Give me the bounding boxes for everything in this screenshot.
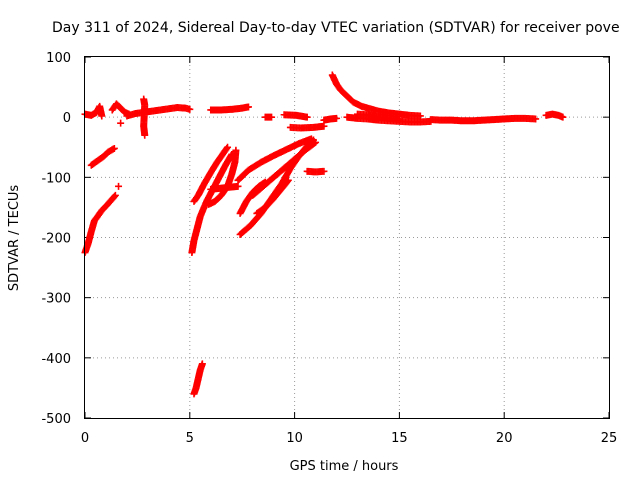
data-point: [284, 176, 292, 184]
data-point: [310, 139, 318, 147]
data-segment: [115, 182, 123, 190]
data-point: [232, 146, 240, 154]
data-point: [559, 113, 567, 121]
y-axis-ticks: 100 0 -100 -200 -300 -400 -500: [41, 51, 609, 427]
data-segment: [207, 103, 252, 114]
y-tick-label: -100: [41, 171, 71, 186]
x-axis-label: GPS time / hours: [290, 459, 399, 474]
data-points: [81, 71, 567, 398]
plot-frame: [84, 56, 610, 419]
chart-title: Day 311 of 2024, Sidereal Day-to-day VTE…: [52, 20, 620, 36]
data-segment: [188, 150, 236, 257]
data-point: [186, 105, 194, 113]
data-segment: [81, 102, 106, 120]
data-segment: [87, 144, 118, 169]
data-point: [110, 144, 118, 152]
data-point: [283, 177, 291, 185]
y-tick-label: -300: [41, 292, 71, 307]
x-tick-label: 0: [81, 431, 89, 446]
data-point: [111, 191, 119, 199]
data-segment: [207, 182, 242, 193]
data-segment: [140, 95, 149, 139]
data-point: [234, 182, 242, 190]
data-segment: [81, 191, 119, 257]
data-segment: [117, 119, 125, 127]
data-segment: [286, 122, 328, 132]
data-point: [117, 119, 125, 127]
data-segment: [343, 113, 435, 126]
data-segment: [303, 167, 328, 176]
data-point: [111, 192, 119, 200]
data-point: [532, 115, 540, 123]
data-point: [98, 112, 106, 120]
data-point: [223, 144, 231, 152]
data-point: [198, 360, 206, 368]
data-point: [320, 167, 328, 175]
data-segment: [190, 360, 206, 398]
data-segment: [328, 71, 424, 120]
data-segment: [542, 110, 567, 121]
data-segment: [353, 110, 403, 124]
data-point: [303, 113, 311, 121]
data-segment: [261, 113, 276, 121]
data-segment: [320, 114, 341, 124]
data-point: [312, 138, 320, 146]
data-point: [115, 182, 123, 190]
y-tick-label: -200: [41, 232, 71, 247]
data-point: [333, 114, 341, 122]
x-tick-label: 5: [186, 431, 194, 446]
data-segment: [234, 135, 315, 184]
x-tick-label: 10: [286, 431, 303, 446]
data-segment: [123, 104, 194, 120]
data-point: [268, 113, 276, 121]
data-segment: [427, 114, 540, 125]
data-point: [395, 116, 403, 124]
data-segment: [190, 143, 232, 205]
data-point: [224, 143, 232, 151]
y-tick-label: 100: [46, 51, 71, 66]
x-tick-label: 20: [496, 431, 513, 446]
y-tick-label: -500: [41, 412, 71, 427]
data-segment: [249, 138, 320, 199]
y-axis-label: SDTVAR / TECUs: [7, 185, 22, 292]
x-tick-label: 25: [601, 431, 618, 446]
data-segment: [253, 176, 292, 217]
y-tick-label: -400: [41, 352, 71, 367]
x-axis-ticks: 0 5 10 15 20 25: [81, 57, 617, 446]
data-point: [416, 112, 424, 120]
x-tick-label: 15: [391, 431, 408, 446]
data-point: [141, 131, 149, 139]
data-point: [244, 103, 252, 111]
data-segment: [280, 111, 311, 121]
y-tick-label: 0: [63, 111, 71, 126]
data-point: [320, 122, 328, 130]
